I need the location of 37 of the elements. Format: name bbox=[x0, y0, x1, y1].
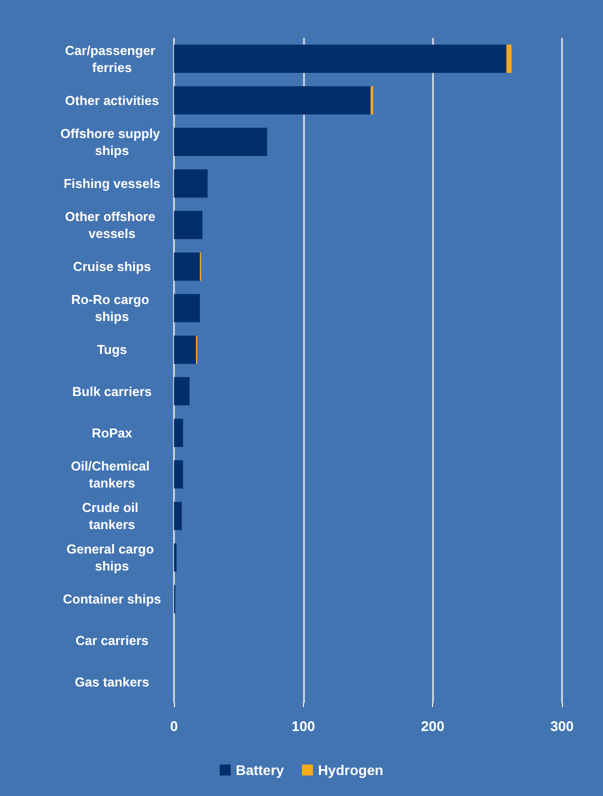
bar bbox=[174, 377, 190, 406]
bar bbox=[174, 252, 200, 281]
bar bbox=[174, 169, 208, 198]
y-tick-label: Other activities bbox=[65, 92, 159, 108]
y-tick-label: Ro-Ro cargo ships bbox=[71, 292, 153, 324]
bar bbox=[174, 418, 184, 447]
y-tick-label: Cruise ships bbox=[72, 259, 152, 274]
y-tick-label: Offshore supply ships bbox=[60, 126, 164, 158]
y-tick-label: Oil/Chemical tankers bbox=[70, 458, 154, 490]
y-tick-label: RoPax bbox=[92, 425, 133, 440]
y-tick-label: Other offshore vessels bbox=[65, 209, 159, 242]
y-tick-label: Bulk carriers bbox=[72, 384, 152, 399]
x-tick-label: 200 bbox=[420, 718, 445, 734]
bar bbox=[174, 44, 506, 73]
y-tick-label: Gas tankers bbox=[74, 674, 150, 690]
y-tick-label: Container ships bbox=[62, 592, 162, 607]
bar bbox=[174, 460, 184, 489]
y-tick-label: Tugs bbox=[96, 342, 128, 358]
bar bbox=[506, 44, 512, 73]
x-tick-label: 300 bbox=[550, 718, 574, 734]
x-tick-label: 100 bbox=[292, 718, 316, 734]
y-tick-label: Car carriers bbox=[76, 633, 148, 648]
bar bbox=[174, 336, 196, 364]
y-tick-label: General cargo ships bbox=[66, 542, 158, 574]
bar bbox=[174, 210, 202, 240]
x-tick-label: 0 bbox=[170, 718, 178, 734]
bar bbox=[174, 502, 182, 530]
bar bbox=[174, 86, 371, 114]
bar bbox=[174, 128, 268, 156]
legend-label: Hydrogen bbox=[318, 762, 384, 778]
bar bbox=[370, 86, 374, 114]
y-tick-label: Fishing vessels bbox=[64, 176, 160, 191]
bar bbox=[174, 543, 177, 572]
y-tick-label: Car/passenger ferries bbox=[65, 42, 159, 75]
y-tick-label: Crude oil tankers bbox=[82, 500, 142, 532]
bar bbox=[174, 294, 200, 322]
legend-label: Battery bbox=[236, 762, 284, 778]
